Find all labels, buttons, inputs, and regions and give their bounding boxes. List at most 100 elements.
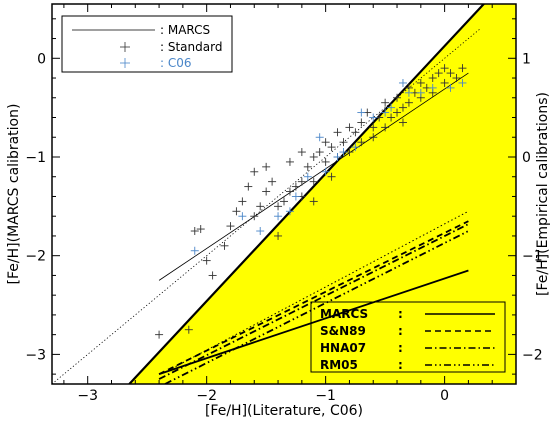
point-c06-10: [351, 143, 360, 152]
point-c06-3: [274, 212, 283, 221]
y-left-tick-label: −2: [25, 249, 46, 265]
point-c06-17: [446, 83, 455, 92]
legend-hna07-colon: :: [398, 341, 403, 355]
legend-top: : MARCS : Standard : C06: [61, 15, 233, 73]
point-standard-57: [446, 69, 455, 78]
point-standard-38: [369, 123, 378, 132]
point-c06-11: [369, 113, 378, 122]
point-c06-6: [303, 172, 312, 181]
legend-bottom-box: [310, 301, 506, 373]
point-c06-12: [381, 108, 390, 117]
legend-standard-swatch: [120, 42, 130, 52]
point-standard-63: [327, 172, 336, 181]
point-c06-15: [416, 88, 425, 97]
legend-marcs-name: MARCS: [320, 307, 368, 321]
legend-c06-label: : C06: [160, 56, 192, 70]
point-standard-18: [285, 157, 294, 166]
point-standard-10: [250, 212, 259, 221]
legend-rm05-name: RM05: [320, 358, 358, 372]
point-standard-34: [351, 128, 360, 137]
point-standard-58: [452, 74, 461, 83]
point-standard-9: [244, 182, 253, 191]
point-c06-5: [291, 192, 300, 201]
point-standard-32: [345, 123, 354, 132]
point-c06-4: [285, 207, 294, 216]
point-standard-7: [226, 222, 235, 231]
point-standard-14: [268, 177, 277, 186]
point-standard-2: [190, 227, 199, 236]
point-standard-21: [297, 148, 306, 157]
point-standard-17: [285, 187, 294, 196]
point-standard-20: [297, 177, 306, 186]
point-standard-35: [357, 118, 366, 127]
plot-frame: [51, 3, 517, 385]
point-standard-25: [315, 148, 324, 157]
point-standard-66: [232, 207, 241, 216]
point-standard-42: [387, 113, 396, 122]
point-standard-52: [428, 74, 437, 83]
point-standard-60: [250, 167, 259, 176]
point-c06-8: [333, 152, 342, 161]
point-standard-41: [381, 123, 390, 132]
point-standard-44: [393, 108, 402, 117]
marcs-fit-line: [158, 72, 469, 281]
point-standard-13: [262, 162, 271, 171]
y-left-tick-label: 0: [37, 51, 46, 67]
empirical-line-dotted: [164, 210, 469, 373]
point-c06-13: [387, 103, 396, 112]
point-standard-15: [274, 231, 283, 240]
point-standard-23: [309, 152, 318, 161]
y-right-tick-label: −1: [522, 249, 543, 265]
legend-sn89-name: S&N89: [320, 324, 366, 338]
y-right-tick-label: 0: [522, 150, 531, 166]
point-standard-31: [339, 138, 348, 147]
x-axis-title: [Fe/H](Literature, C06): [205, 403, 363, 419]
point-standard-59: [458, 64, 467, 73]
point-standard-67: [309, 197, 318, 206]
y-right-tick-label: 1: [522, 51, 531, 67]
point-standard-22: [303, 162, 312, 171]
point-standard-4: [202, 256, 211, 265]
legend-marcs-label: : MARCS: [160, 23, 210, 37]
point-c06-19: [398, 78, 407, 87]
empirical-line-sn89: [158, 220, 469, 375]
y-left-axis-title: [Fe/H](MARCS calibration): [6, 104, 22, 285]
y-right-axis-title: [Fe/H](Empirical calibrations): [535, 92, 551, 296]
legend-hna07-name: HNA07: [320, 341, 366, 355]
legend-c06-swatch: [120, 58, 130, 68]
legend-rm05-colon: :: [398, 358, 403, 372]
point-standard-56: [440, 64, 449, 73]
point-standard-6: [220, 241, 229, 250]
point-standard-64: [369, 133, 378, 142]
point-c06-2: [256, 227, 265, 236]
point-standard-47: [404, 98, 413, 107]
point-standard-1: [184, 325, 193, 334]
y-left-tick-label: −1: [25, 150, 46, 166]
point-standard-0: [155, 330, 164, 339]
point-c06-16: [428, 83, 437, 92]
point-standard-24: [309, 177, 318, 186]
y-left-tick-label: −3: [25, 347, 46, 363]
point-standard-61: [274, 202, 283, 211]
point-standard-3: [196, 225, 205, 234]
boundary-diagonal-line: [128, 4, 486, 384]
point-standard-16: [280, 197, 288, 206]
point-standard-27: [321, 138, 330, 147]
legend-bottom: MARCS: S&N89: HNA07: RM05:: [310, 301, 506, 373]
point-standard-11: [256, 202, 265, 211]
x-tick-label: 0: [440, 388, 449, 404]
point-standard-28: [327, 143, 336, 152]
point-c06-7: [321, 167, 330, 176]
legend-standard-label: : Standard: [160, 40, 222, 54]
point-standard-19: [291, 182, 300, 191]
point-c06-20: [315, 133, 324, 142]
point-standard-54: [434, 69, 443, 78]
x-tick-label: −3: [77, 388, 98, 404]
point-c06-0: [190, 246, 199, 255]
empirical-region: [129, 4, 516, 384]
point-standard-43: [393, 93, 402, 102]
legend-sn89-colon: :: [398, 324, 403, 338]
point-standard-36: [357, 138, 366, 147]
x-tick-label: −1: [315, 388, 336, 404]
